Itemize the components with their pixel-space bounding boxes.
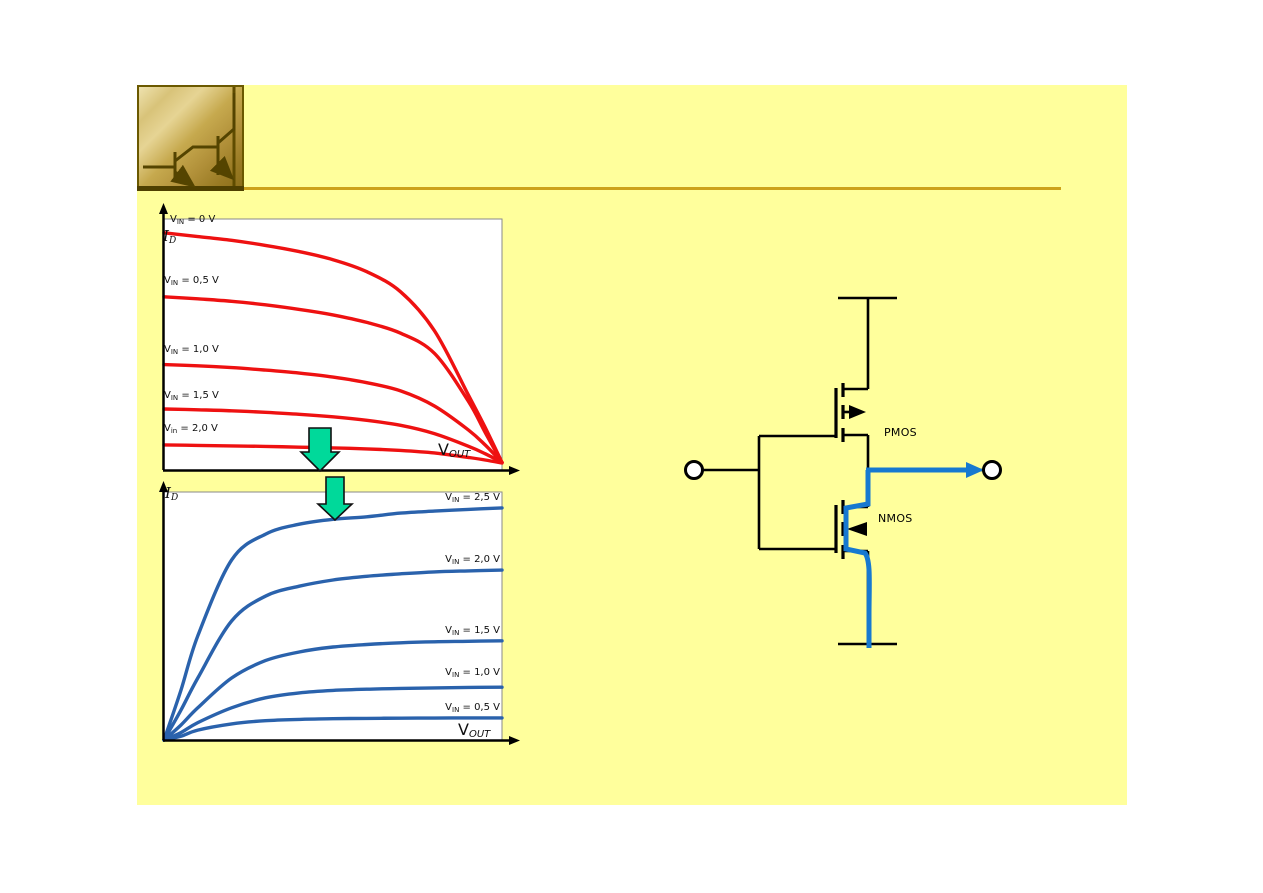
- nmos-chart-svg: [159, 481, 520, 745]
- curve-label: VIN = 0,5 V: [164, 275, 219, 287]
- pmos-curve-1: [162, 295, 504, 465]
- blue-right-arrow: [966, 462, 984, 478]
- x-axis-label: VOUT: [458, 720, 491, 740]
- pmos-symbol: [834, 383, 845, 442]
- curve-label: VIN = 2,0 V: [445, 554, 500, 566]
- nmos-curve-0: [162, 506, 504, 742]
- pmos-label: PMOS: [884, 426, 917, 439]
- pmos-curve-4: [162, 443, 504, 465]
- y-axis-arrow: [159, 481, 168, 492]
- x-axis-arrow: [509, 466, 520, 475]
- pmos-curve-3: [162, 407, 504, 465]
- x-axis-arrow: [509, 736, 520, 745]
- curves: [162, 231, 504, 465]
- curve-label: VIN = 1,5 V: [164, 390, 219, 402]
- plot-border: [164, 491, 503, 740]
- plot-area: [164, 492, 502, 740]
- pmos-chart: VIN = 0 V ID VIN = 0,5 V VIN = 1,0 V VIN…: [150, 200, 530, 485]
- title-underline: [202, 187, 1061, 190]
- curves: [162, 506, 504, 742]
- pmos-body-arrow: [849, 405, 866, 419]
- curve-label: VIN = 1,0 V: [445, 667, 500, 679]
- y-axis-label: ID: [163, 227, 177, 246]
- output-terminal-circle: [982, 460, 1002, 480]
- pmos-curve-0: [162, 231, 504, 465]
- transistor-logo: [137, 85, 244, 191]
- highlighted-current-path: [843, 467, 968, 648]
- x-axis-label: VOUT: [438, 440, 471, 460]
- nmos-curve-4: [162, 716, 504, 742]
- cmos-inverter-diagram: [684, 296, 1002, 648]
- y-axis-arrow: [159, 203, 168, 214]
- nmos-curve-1: [162, 568, 504, 742]
- nmos-chart: ID VIN = 2,5 V VIN = 2,0 V VIN = 1,5 V V…: [150, 478, 530, 756]
- curve-label: VIN = 0 V: [170, 214, 216, 226]
- pmos-chart-svg: [159, 203, 520, 475]
- curve-label: Vin = 2,0 V: [164, 423, 218, 435]
- input-terminal-circle: [684, 460, 704, 480]
- nmos-label: NMOS: [878, 512, 913, 525]
- y-axis-label: ID: [165, 484, 179, 503]
- nmos-body-arrow: [847, 522, 867, 536]
- curve-label: VIN = 1,0 V: [164, 344, 219, 356]
- nmos-curve-3: [162, 685, 504, 742]
- plot-border: [164, 218, 503, 470]
- curve-label: VIN = 0,5 V: [445, 702, 500, 714]
- nmos-curve-2: [162, 639, 504, 742]
- curve-label: VIN = 2,5 V: [445, 492, 500, 504]
- pmos-curve-2: [162, 362, 504, 465]
- logo-transistor-symbols: [143, 93, 236, 188]
- curve-label: VIN = 1,5 V: [445, 625, 500, 637]
- nmos-symbol: [834, 500, 845, 559]
